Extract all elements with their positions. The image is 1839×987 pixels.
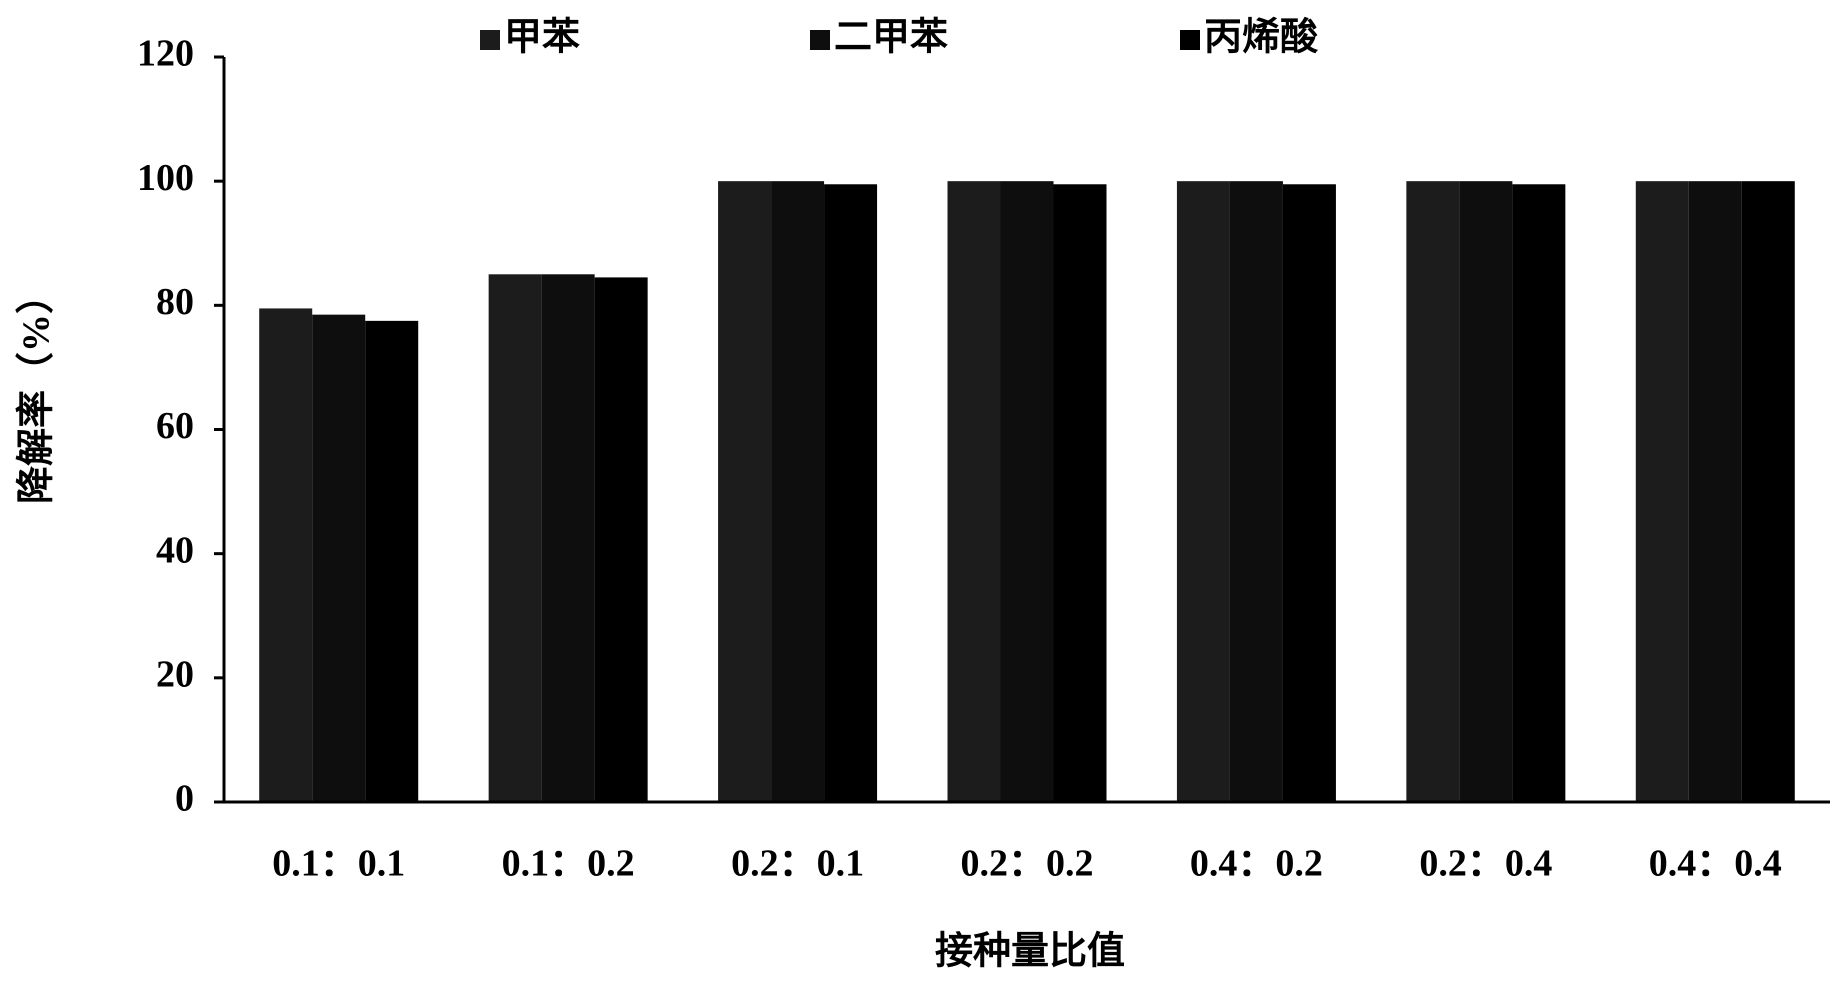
bar: [1688, 181, 1742, 802]
x-tick-label: 0.4：0.4: [1649, 843, 1782, 885]
bar: [1053, 184, 1107, 803]
bar: [771, 181, 825, 802]
y-tick-label: 100: [137, 157, 194, 199]
legend-swatch: [480, 30, 500, 50]
y-axis-label: 降解率（%）: [16, 276, 58, 504]
x-tick-label: 0.2：0.1: [731, 843, 864, 885]
y-tick-label: 120: [137, 33, 194, 75]
legend-label: 丙烯酸: [1204, 17, 1319, 59]
bar: [1459, 181, 1513, 802]
x-tick-label: 0.4：0.2: [1190, 843, 1323, 885]
bar: [1512, 184, 1566, 803]
bar: [824, 184, 878, 803]
y-tick-label: 20: [156, 654, 194, 696]
bar: [1282, 184, 1336, 803]
bar: [312, 314, 366, 802]
bar: [594, 277, 648, 802]
bar: [1406, 181, 1460, 802]
x-tick-label: 0.2：0.2: [960, 843, 1093, 885]
bar: [1741, 181, 1795, 802]
bar: [365, 320, 419, 802]
bar: [947, 181, 1001, 802]
bar: [1176, 181, 1230, 802]
legend-label: 二甲苯: [834, 17, 948, 59]
y-tick-label: 60: [156, 405, 194, 447]
x-tick-label: 0.1：0.2: [502, 843, 635, 885]
legend-swatch: [1180, 30, 1200, 50]
x-tick-label: 0.2：0.4: [1419, 843, 1552, 885]
bar: [541, 274, 595, 803]
bar: [1635, 181, 1689, 802]
y-tick-label: 40: [156, 529, 194, 571]
bar: [1229, 181, 1283, 802]
y-tick-label: 0: [175, 778, 194, 820]
bar: [718, 181, 772, 802]
bar: [259, 308, 313, 802]
y-tick-label: 80: [156, 281, 194, 323]
x-axis-label: 接种量比值: [935, 931, 1125, 973]
legend-label: 甲苯: [504, 17, 580, 59]
x-tick-label: 0.1：0.1: [272, 843, 405, 885]
bar: [1000, 181, 1054, 802]
bar: [488, 274, 542, 803]
legend-swatch: [810, 30, 830, 50]
